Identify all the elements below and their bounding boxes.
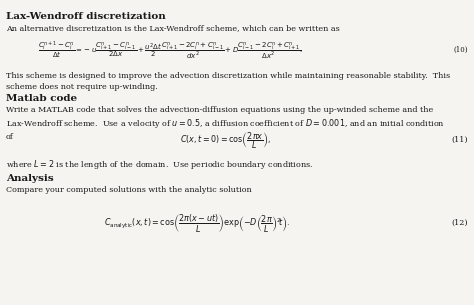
Text: (11): (11)	[452, 136, 468, 144]
Text: Analysis: Analysis	[6, 174, 53, 183]
Text: (12): (12)	[452, 219, 468, 227]
Text: This scheme is designed to improve the advection discretization while maintainin: This scheme is designed to improve the a…	[6, 72, 450, 91]
Text: Matlab code: Matlab code	[6, 94, 77, 103]
Text: $\dfrac{C_i^{n+1} - C_i^n}{\Delta t} = -u\dfrac{C_{i+1}^n - C_{i-1}^n}{2\Delta x: $\dfrac{C_i^{n+1} - C_i^n}{\Delta t} = -…	[38, 39, 303, 61]
Text: Compare your computed solutions with the analytic solution: Compare your computed solutions with the…	[6, 186, 251, 194]
Text: $C(x, t=0) = \cos\!\left(\dfrac{2\pi x}{L}\right),$: $C(x, t=0) = \cos\!\left(\dfrac{2\pi x}{…	[180, 130, 272, 151]
Text: where $L = 2$ is the length of the domain.  Use periodic boundary conditions.: where $L = 2$ is the length of the domai…	[6, 158, 313, 171]
Text: Write a MATLAB code that solves the advection-diffusion equations using the up-w: Write a MATLAB code that solves the adve…	[6, 106, 445, 141]
Text: Lax-Wendroff discretization: Lax-Wendroff discretization	[6, 12, 165, 21]
Text: (10): (10)	[454, 46, 468, 54]
Text: An alternative discretization is the Lax-Wendroff scheme, which can be written a: An alternative discretization is the Lax…	[6, 24, 339, 32]
Text: $C_{\mathrm{analytic}}(x,t) = \cos\!\left(\dfrac{2\pi(x - ut)}{L}\right) \exp\!\: $C_{\mathrm{analytic}}(x,t) = \cos\!\lef…	[104, 212, 291, 234]
